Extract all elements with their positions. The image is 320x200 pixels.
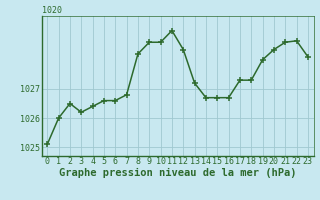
- X-axis label: Graphe pression niveau de la mer (hPa): Graphe pression niveau de la mer (hPa): [59, 168, 296, 178]
- Text: 1020: 1020: [42, 6, 61, 15]
